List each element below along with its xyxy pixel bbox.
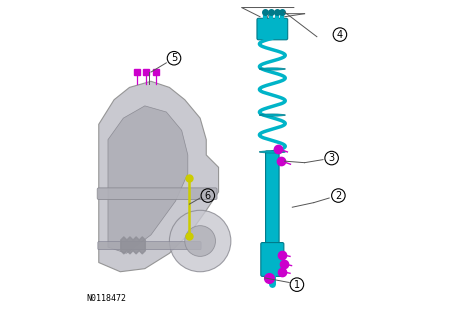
Text: 5: 5: [171, 53, 177, 63]
Ellipse shape: [259, 114, 285, 116]
Text: 4: 4: [337, 29, 343, 40]
FancyBboxPatch shape: [97, 188, 217, 200]
Text: 2: 2: [335, 191, 341, 201]
Text: 6: 6: [205, 191, 211, 201]
Text: N0118472: N0118472: [86, 294, 127, 303]
Ellipse shape: [259, 151, 285, 153]
Ellipse shape: [259, 68, 285, 70]
Text: 3: 3: [328, 153, 335, 163]
FancyBboxPatch shape: [261, 242, 284, 276]
FancyBboxPatch shape: [257, 18, 288, 40]
Text: 1: 1: [294, 280, 300, 290]
Polygon shape: [108, 106, 188, 253]
Circle shape: [185, 226, 216, 256]
FancyBboxPatch shape: [265, 151, 279, 270]
FancyBboxPatch shape: [98, 241, 201, 250]
Circle shape: [169, 210, 231, 272]
Polygon shape: [99, 81, 219, 272]
